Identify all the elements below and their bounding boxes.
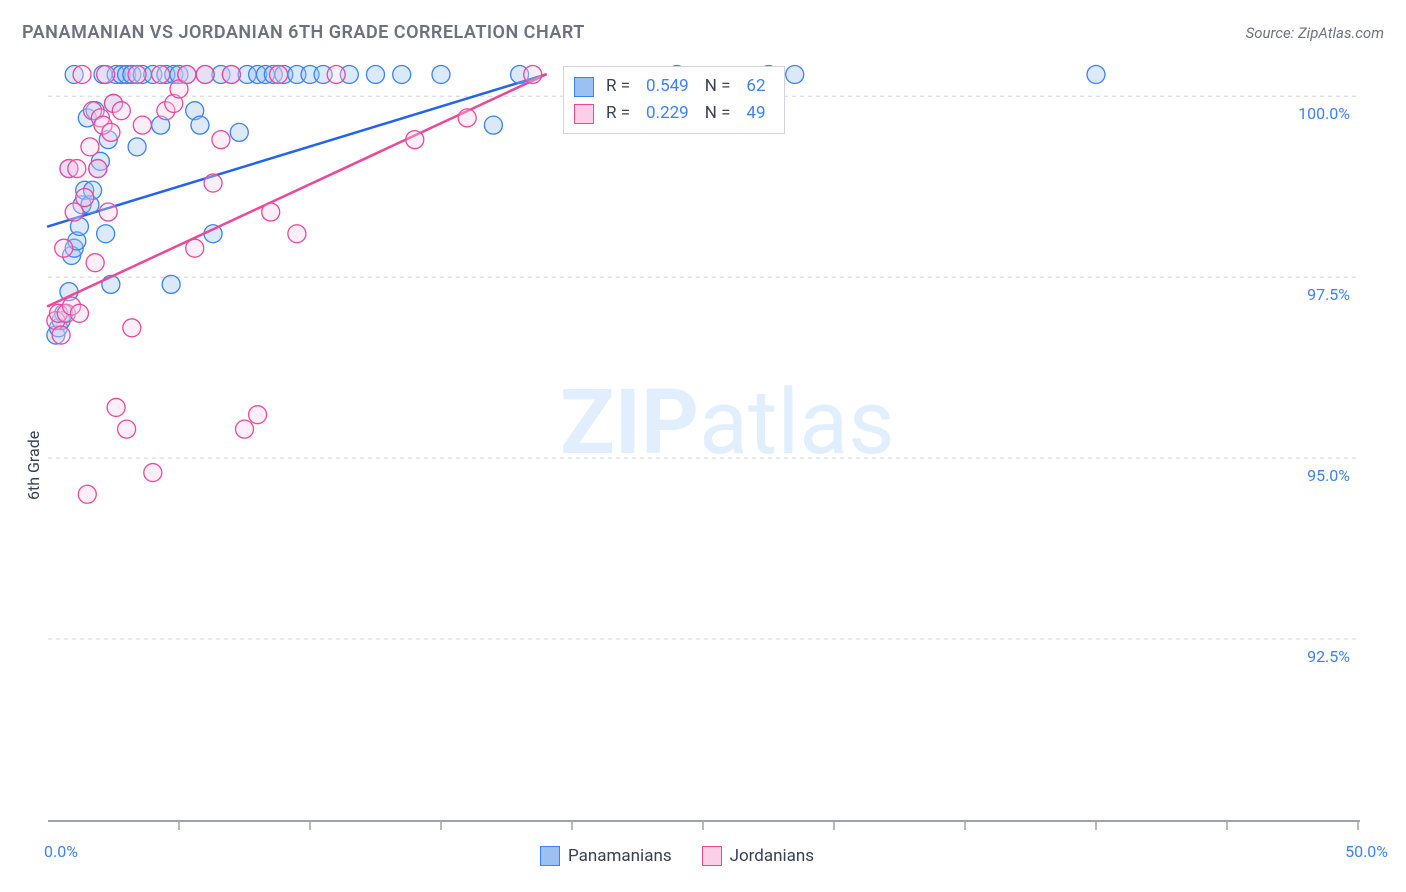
y-tick-label: 92.5%	[1307, 647, 1350, 666]
legend-swatch-1	[540, 846, 560, 866]
stats-legend: R = 0.549 N = 62 R = 0.229 N = 49	[563, 66, 785, 134]
swatch-jordanians	[574, 104, 594, 124]
swatch-panamanians	[574, 77, 594, 97]
x-max-label: 50.0%	[1345, 842, 1388, 861]
stats-row-2: R = 0.229 N = 49	[574, 100, 770, 127]
y-tick-label: 95.0%	[1307, 466, 1350, 485]
r-label2: R =	[606, 100, 630, 127]
r-value-1: 0.549	[642, 73, 693, 100]
x-min-label: 0.0%	[44, 842, 78, 861]
r-label: R =	[606, 73, 630, 100]
legend-label-2: Jordanians	[730, 846, 814, 866]
legend-item-1: Panamanians	[540, 846, 672, 866]
n-value-2: 49	[742, 100, 769, 127]
legend-label-1: Panamanians	[568, 846, 672, 866]
legend-item-2: Jordanians	[702, 846, 814, 866]
n-label: N =	[705, 73, 731, 100]
y-tick-label: 97.5%	[1307, 285, 1350, 304]
legend-swatch-2	[702, 846, 722, 866]
n-value-1: 62	[742, 73, 769, 100]
stats-row-1: R = 0.549 N = 62	[574, 73, 770, 100]
n-label2: N =	[705, 100, 731, 127]
y-tick-label: 100.0%	[1298, 104, 1350, 123]
r-value-2: 0.229	[642, 100, 693, 127]
bottom-legend: Panamanians Jordanians	[540, 846, 814, 866]
